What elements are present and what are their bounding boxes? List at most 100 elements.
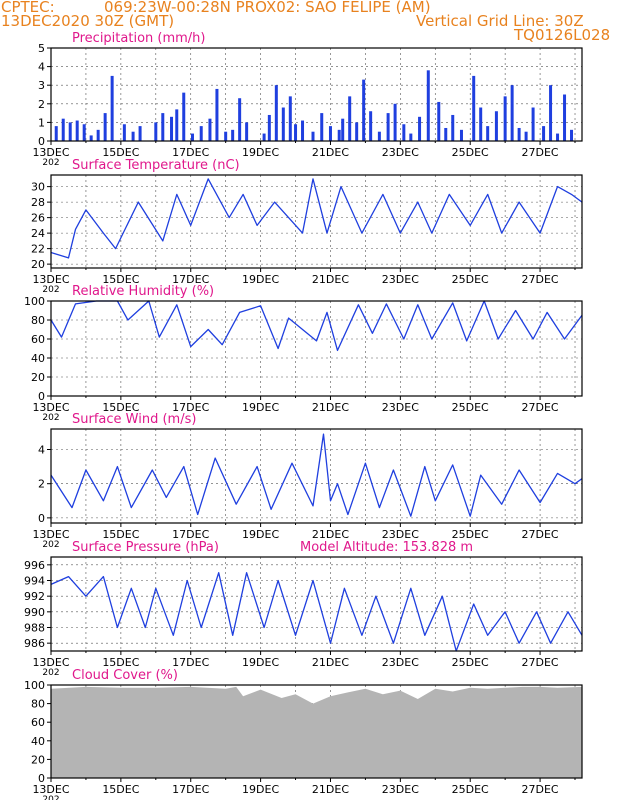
precip-bar xyxy=(215,88,219,141)
y-tick-label: 28 xyxy=(31,196,45,209)
y-tick-label: 4 xyxy=(38,61,45,74)
precip-bar xyxy=(570,129,574,141)
x-tick-label: 21DEC xyxy=(312,146,349,159)
precip-bar xyxy=(409,133,413,141)
x-tick-label: 25DEC xyxy=(452,273,489,286)
x-tick-label: 15DEC xyxy=(102,528,139,541)
precip-bar xyxy=(190,133,194,141)
panel-title: Surface Wind (m/s) xyxy=(72,412,196,427)
y-tick-label: 22 xyxy=(31,243,45,256)
x-tick-label: 13DEC xyxy=(32,656,69,669)
y-tick-label: 60 xyxy=(31,333,45,346)
y-tick-label: 26 xyxy=(31,212,45,225)
precip-bar xyxy=(182,92,186,141)
x-tick-label: 25DEC xyxy=(452,401,489,414)
x-year-label: 202 xyxy=(42,795,59,800)
x-tick-label: 27DEC xyxy=(522,528,559,541)
series-line xyxy=(50,300,583,352)
cloud-area xyxy=(51,686,582,778)
y-tick-label: 20 xyxy=(31,371,45,384)
x-year-label: 202 xyxy=(42,285,59,295)
y-tick-label: 24 xyxy=(31,227,45,240)
precip-bar xyxy=(262,133,266,141)
precip-bar xyxy=(328,126,332,141)
precip-bar xyxy=(131,131,135,141)
panel-5 xyxy=(47,556,583,655)
precip-bar xyxy=(402,124,406,141)
precip-bar xyxy=(459,129,463,141)
x-tick-label: 19DEC xyxy=(242,528,279,541)
precip-bar xyxy=(444,127,448,141)
x-tick-label: 23DEC xyxy=(382,656,419,669)
precip-bar xyxy=(451,114,455,141)
y-tick-label: 990 xyxy=(24,606,45,619)
panel-annotation: Model Altitude: 153.828 m xyxy=(300,540,473,555)
panel-2 xyxy=(47,174,583,272)
series-line xyxy=(50,433,583,517)
panel-frame xyxy=(50,428,583,524)
header-cptec: CPTEC: xyxy=(1,0,55,16)
y-tick-label: 994 xyxy=(24,575,45,588)
x-tick-label: 19DEC xyxy=(242,273,279,286)
header-code: TQ0126L028 xyxy=(514,26,611,44)
panel-frame xyxy=(50,556,583,652)
panel-frame xyxy=(50,300,583,397)
x-tick-label: 17DEC xyxy=(172,528,209,541)
x-tick-label: 15DEC xyxy=(102,656,139,669)
y-tick-label: 80 xyxy=(31,698,45,711)
precip-bar xyxy=(199,126,203,141)
x-tick-label: 15DEC xyxy=(102,783,139,796)
precip-bar xyxy=(348,96,352,141)
precip-bar xyxy=(341,118,345,141)
precip-bar xyxy=(320,113,324,141)
x-year-label: 202 xyxy=(42,158,59,168)
x-tick-label: 23DEC xyxy=(382,783,419,796)
precip-bar xyxy=(377,131,381,141)
precip-bar xyxy=(311,131,315,141)
y-tick-label: 40 xyxy=(31,735,45,748)
y-tick-label: 2 xyxy=(38,98,45,111)
x-tick-label: 13DEC xyxy=(32,783,69,796)
precip-bar xyxy=(281,107,285,141)
header-datetime: 13DEC2020 30Z (GMT) xyxy=(1,12,175,30)
precip-bar xyxy=(154,122,158,141)
precip-bar xyxy=(231,129,235,141)
precip-bar xyxy=(337,129,341,141)
header-station: 069:23W-00:28N PROX02: SAO FELIPE (AM) xyxy=(104,0,431,16)
y-tick-label: 30 xyxy=(31,181,45,194)
precip-bar xyxy=(161,113,165,141)
y-tick-label: 0 xyxy=(38,512,45,525)
y-tick-label: 0 xyxy=(38,772,45,785)
y-tick-label: 20 xyxy=(31,753,45,766)
x-tick-label: 13DEC xyxy=(32,273,69,286)
x-tick-label: 13DEC xyxy=(32,146,69,159)
precip-bar xyxy=(274,85,278,141)
y-tick-label: 3 xyxy=(38,79,45,92)
panel-title: Surface Pressure (hPa) xyxy=(72,540,219,555)
y-tick-label: 100 xyxy=(24,295,45,308)
x-tick-label: 17DEC xyxy=(172,783,209,796)
x-year-label: 202 xyxy=(42,413,59,423)
panel-4 xyxy=(47,428,583,527)
precip-bar xyxy=(89,135,93,141)
precip-bar xyxy=(426,70,430,141)
precip-bar xyxy=(138,126,142,141)
x-tick-label: 27DEC xyxy=(522,401,559,414)
precip-bar xyxy=(75,120,79,141)
x-tick-label: 17DEC xyxy=(172,401,209,414)
y-tick-label: 4 xyxy=(38,444,45,457)
precip-bar xyxy=(437,101,441,141)
x-tick-label: 17DEC xyxy=(172,146,209,159)
y-tick-label: 992 xyxy=(24,590,45,603)
x-tick-label: 27DEC xyxy=(522,783,559,796)
y-tick-label: 2 xyxy=(38,478,45,491)
x-tick-label: 27DEC xyxy=(522,273,559,286)
x-tick-label: 25DEC xyxy=(452,146,489,159)
y-tick-label: 986 xyxy=(24,637,45,650)
x-tick-label: 17DEC xyxy=(172,656,209,669)
panel-3 xyxy=(47,300,583,400)
x-tick-label: 13DEC xyxy=(32,401,69,414)
series-line xyxy=(50,572,583,652)
x-year-label: 202 xyxy=(42,668,59,678)
